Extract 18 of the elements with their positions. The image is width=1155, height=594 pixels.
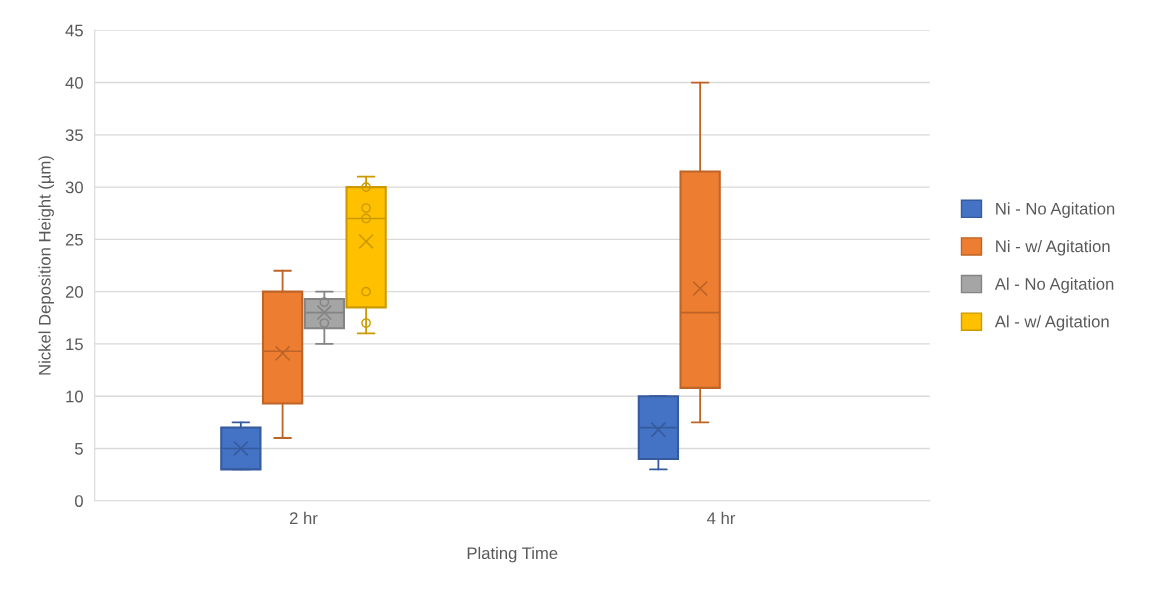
y-tick-label: 10 (66, 390, 83, 403)
legend-label: Al - w/ Agitation (994, 315, 1109, 331)
y-tick-label: 45 (65, 24, 83, 37)
legend-label: Ni - w/ Agitation (996, 239, 1110, 256)
y-tick-label: 0 (74, 495, 83, 507)
y-tick-label: 25 (65, 233, 83, 246)
y-tick-label: 35 (65, 129, 83, 142)
x-tick-label: 2 hr (289, 511, 318, 524)
y-tick-label: 15 (66, 338, 83, 351)
x-tick-label: 4 hr (707, 511, 736, 524)
legend-label: Al - No Agitation (994, 277, 1114, 294)
y-tick-label: 30 (65, 181, 83, 194)
y-tick-label: 40 (65, 76, 83, 89)
y-tick-label: 20 (65, 286, 83, 298)
x-axis-title: Plating Time (467, 546, 558, 563)
legend-label: Ni - No Agitation (996, 202, 1115, 218)
y-axis-title: Nickel Deposition Height (µm) (38, 156, 54, 375)
y-tick-label: 5 (75, 443, 83, 455)
